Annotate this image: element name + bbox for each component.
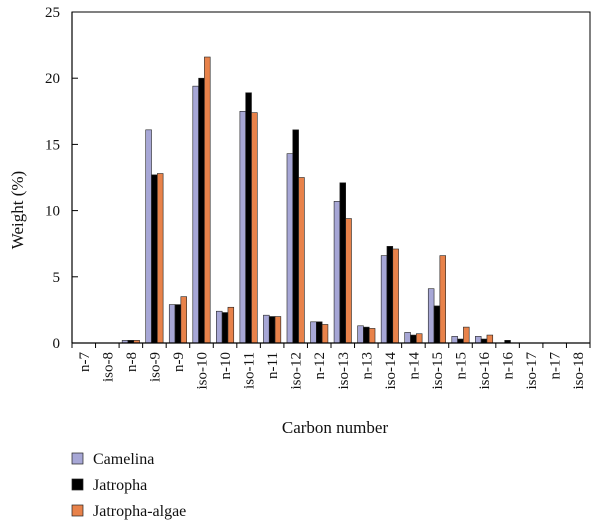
bar-jatropha	[339, 182, 346, 344]
x-tick-label: n-12	[312, 352, 328, 380]
y-axis-title: Weight (%)	[8, 171, 27, 249]
bar-jatropha	[410, 334, 417, 344]
bar-jatropha-algae	[251, 112, 258, 344]
bar-camelina	[475, 336, 482, 344]
bar-jatropha-algae	[274, 316, 282, 344]
bar-jatropha	[245, 92, 252, 344]
y-tick-label: 0	[53, 336, 61, 352]
plot-area	[71, 11, 591, 344]
bar-jatropha	[433, 305, 441, 344]
bar-jatropha	[198, 77, 205, 344]
y-axis: 0 5 10 15 20 25	[45, 5, 78, 352]
x-tick-label: iso-14	[383, 352, 399, 390]
bar-camelina	[286, 153, 294, 344]
bar-jatropha	[363, 326, 370, 344]
bar-camelina	[427, 288, 435, 344]
bar-camelina	[239, 111, 246, 344]
bar-camelina	[216, 310, 223, 344]
x-tick-label: n-17	[548, 352, 564, 380]
bar-jatropha-algae	[486, 334, 494, 344]
y-tick-label: 10	[45, 204, 60, 220]
bar-camelina	[333, 201, 341, 344]
x-tick-label: iso-13	[336, 352, 352, 390]
bar-jatropha	[316, 321, 323, 344]
bar-jatropha-algae	[392, 248, 399, 344]
bar-camelina	[168, 304, 176, 344]
x-tick-label: n-13	[359, 352, 375, 380]
bar-jatropha-algae	[439, 255, 446, 344]
x-tick-label: iso-9	[147, 352, 163, 382]
bar-camelina	[263, 314, 270, 344]
x-axis-title: Carbon number	[282, 418, 389, 437]
x-tick-label: iso-18	[571, 352, 587, 390]
bar-jatropha	[268, 316, 276, 344]
x-tick-label: iso-12	[289, 352, 305, 390]
x-tick-label: n-15	[454, 352, 470, 380]
x-tick-label: n-16	[501, 352, 517, 380]
x-tick-label: iso-10	[195, 352, 211, 390]
x-tick-label: iso-11	[242, 352, 258, 389]
x-tick-label: iso-16	[477, 352, 493, 390]
x-tick-label: n-10	[218, 352, 234, 380]
x-tick-label: n-7	[77, 352, 93, 372]
bar-jatropha-algae	[463, 326, 470, 344]
bar-jatropha-algae	[204, 56, 211, 344]
bar-camelina	[380, 255, 388, 344]
bar-jatropha-algae	[298, 177, 305, 344]
bar-jatropha-algae	[416, 333, 423, 344]
x-tick-label: n-8	[124, 352, 140, 372]
bar-camelina	[404, 332, 411, 344]
x-tick-label: n-9	[171, 352, 187, 372]
y-tick-label: 5	[53, 270, 61, 286]
legend-label: Camelina	[93, 451, 154, 468]
bar-jatropha-algae	[157, 173, 164, 344]
bar-jatropha	[151, 174, 158, 344]
legend-swatch	[71, 452, 84, 465]
legend-label: Jatropha-algae	[93, 503, 186, 520]
bar-camelina	[145, 129, 152, 344]
bar-jatropha-algae	[227, 306, 235, 344]
x-tick-label: iso-8	[100, 352, 116, 382]
bar-camelina	[310, 321, 317, 344]
legend-label: Jatropha	[93, 477, 147, 494]
x-axis: n-7 iso-8 n-8 iso-9 n-9 iso-10 n-10 iso-11 n-11 i…	[71, 342, 591, 390]
bar-jatropha-algae	[368, 328, 376, 344]
legend-swatch	[71, 504, 84, 517]
bar-jatropha	[386, 246, 394, 344]
legend: Camelina Jatropha Jatropha-algae	[71, 451, 186, 520]
y-tick-label: 15	[45, 137, 60, 153]
bar-jatropha	[221, 312, 229, 344]
bar-jatropha	[174, 304, 182, 344]
bar-jatropha-algae	[321, 324, 329, 344]
bar-jatropha-algae	[345, 218, 352, 344]
x-tick-label: iso-17	[524, 352, 540, 390]
x-tick-label: n-14	[406, 352, 422, 380]
bar-camelina	[451, 336, 458, 344]
y-tick-label: 25	[45, 5, 60, 21]
legend-swatch	[71, 478, 84, 491]
bar-jatropha-algae	[180, 296, 187, 344]
bar-camelina	[192, 85, 199, 344]
x-tick-label: iso-15	[430, 352, 446, 390]
x-tick-label: n-11	[265, 352, 281, 379]
bar-jatropha	[292, 129, 299, 344]
y-tick-label: 20	[45, 71, 60, 87]
bar-camelina	[357, 325, 364, 344]
